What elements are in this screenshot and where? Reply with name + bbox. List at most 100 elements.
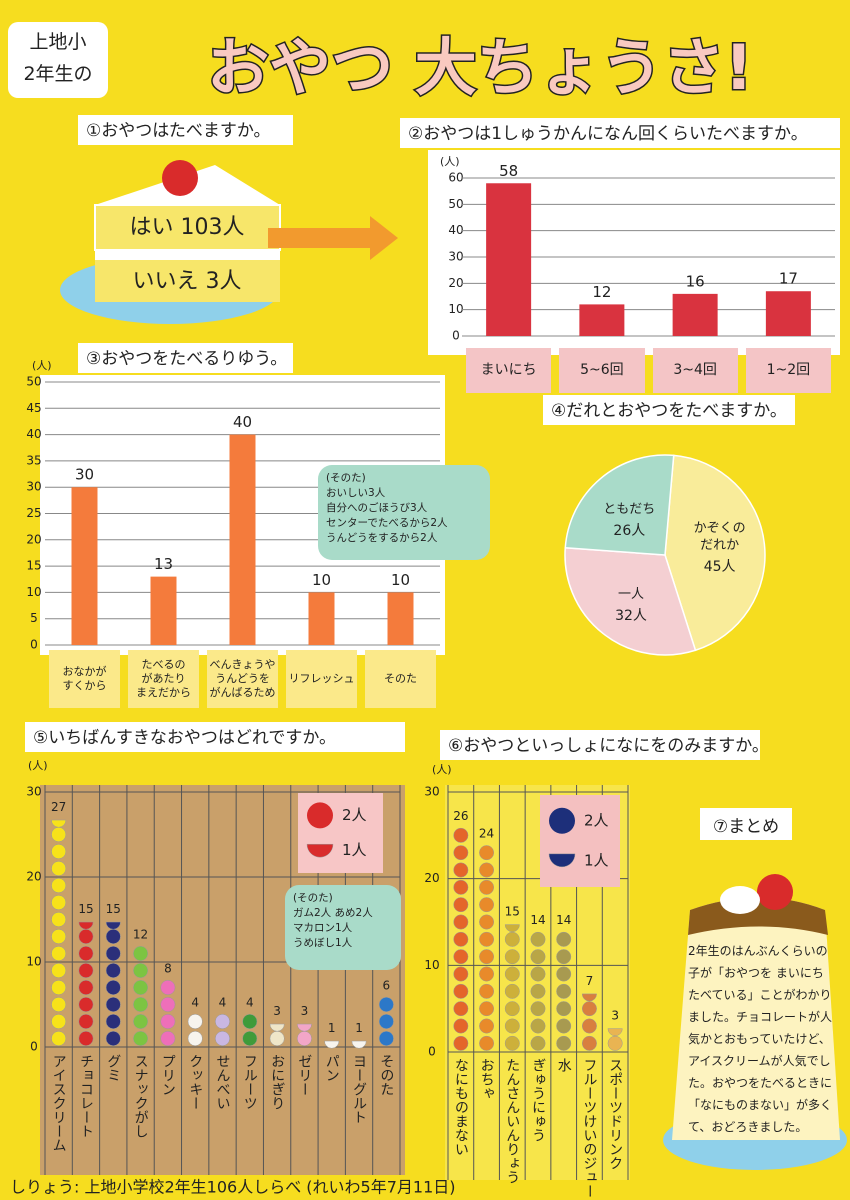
y-tick-label: 30 [26, 480, 41, 494]
slice-value: 45人 [704, 559, 736, 575]
category-label-box: おなかが すくから [49, 650, 120, 708]
axis-unit: (人) [32, 359, 52, 372]
value-label: 6 [383, 979, 391, 993]
legend-half-dot [306, 843, 334, 858]
category-label: アイスクリーム [51, 1054, 67, 1152]
y-tick-label: 10 [448, 302, 463, 316]
dot [215, 1014, 230, 1029]
dot-column [296, 1023, 312, 1046]
school-label: 上地小 2年生の [23, 31, 93, 85]
legend-label: 1人 [584, 852, 609, 870]
dot [133, 946, 149, 961]
half-dot [51, 819, 67, 828]
value-label: 16 [686, 272, 705, 290]
pie-slice [564, 547, 697, 656]
dot [479, 931, 495, 947]
dot-column [581, 993, 597, 1051]
dot [378, 1014, 394, 1029]
dot [378, 1031, 394, 1046]
poster-title: おやつ 大ちょうさ! [207, 31, 753, 104]
category-label: プリン [160, 1054, 176, 1096]
category-label: 3~4回 [652, 348, 738, 393]
cream-layer [95, 250, 280, 260]
value-label: 12 [133, 928, 148, 942]
dot-column [187, 1014, 203, 1046]
summary-heading-box: ⑦まとめ [713, 817, 779, 837]
y-tick-label: 40 [26, 427, 41, 441]
value-label: 17 [779, 270, 798, 288]
dot [215, 1031, 230, 1046]
chart-title: ③おやつをたべるりゆう。 [86, 349, 287, 369]
school-label-box: 上地小 2年生の [23, 31, 93, 85]
dot [51, 963, 67, 978]
legend-label: 1人 [342, 841, 367, 859]
cake-layer [95, 260, 280, 302]
dot [453, 897, 469, 913]
dot [504, 983, 520, 999]
category-label: クッキー [187, 1054, 203, 1110]
dot-column [51, 819, 67, 1046]
category-label: リフレッシュ [286, 650, 357, 708]
dot [78, 997, 94, 1012]
dot [160, 1031, 176, 1046]
dot-column [479, 845, 495, 1051]
half-dot [607, 1028, 623, 1036]
category-label-box: そのた [365, 650, 436, 708]
dot [105, 980, 121, 995]
value-label: 10 [391, 571, 410, 589]
bar [672, 293, 718, 336]
dot [133, 963, 149, 978]
y-tick-label: 30 [424, 785, 439, 799]
bar [387, 592, 414, 645]
dot [530, 1018, 546, 1034]
pudding [672, 897, 840, 1140]
dot [479, 862, 495, 878]
pie-slice [664, 454, 766, 652]
half-dot [324, 1040, 340, 1049]
legend-dot [549, 807, 575, 834]
heading-box [25, 722, 405, 752]
y-tick-label: 0 [30, 638, 38, 652]
dot [556, 931, 572, 947]
value-label: 15 [106, 902, 121, 916]
value-label: 40 [233, 413, 252, 431]
dot [51, 895, 67, 910]
bar [308, 592, 335, 645]
half-dot [105, 921, 121, 930]
dot [133, 980, 149, 995]
value-label: 15 [505, 905, 520, 919]
category-label: まいにち [466, 348, 552, 393]
slice-label-box: ともだち [603, 502, 655, 517]
dot [453, 845, 469, 861]
answer-yes: はい 103人 [130, 215, 245, 240]
dot [453, 949, 469, 965]
y-tick-label: 20 [26, 870, 41, 884]
dot [479, 897, 495, 913]
dot [160, 997, 176, 1012]
footer: しりょう: 上地小学校2年生106人しらべ (れいわ5年7月11日) [10, 1178, 456, 1197]
y-tick-label: 5 [30, 611, 38, 625]
category-label: ぎゅうにゅう [530, 1058, 546, 1142]
category-label: フルーツけいのジュース [581, 1058, 597, 1200]
dot [581, 1035, 597, 1051]
half-dot [504, 924, 520, 932]
y-tick-label: 20 [448, 276, 463, 290]
value-label: 30 [75, 466, 94, 484]
bar [71, 487, 98, 645]
value-label: 4 [219, 996, 227, 1010]
dot [453, 827, 469, 843]
value-label: 14 [530, 913, 545, 927]
dot-column [269, 1023, 285, 1046]
dot [556, 983, 572, 999]
category-label: スナックがし [133, 1054, 149, 1138]
header-box [8, 22, 108, 98]
category-label: フルーツ [242, 1054, 258, 1110]
dot-column [78, 921, 94, 1046]
category-label-box: べんきょうや うんどうを がんばるため [207, 650, 278, 708]
category-label: べんきょうや うんどうを がんばるため [207, 650, 278, 708]
dot [530, 966, 546, 982]
value-label: 10 [312, 571, 331, 589]
dot [51, 861, 67, 876]
